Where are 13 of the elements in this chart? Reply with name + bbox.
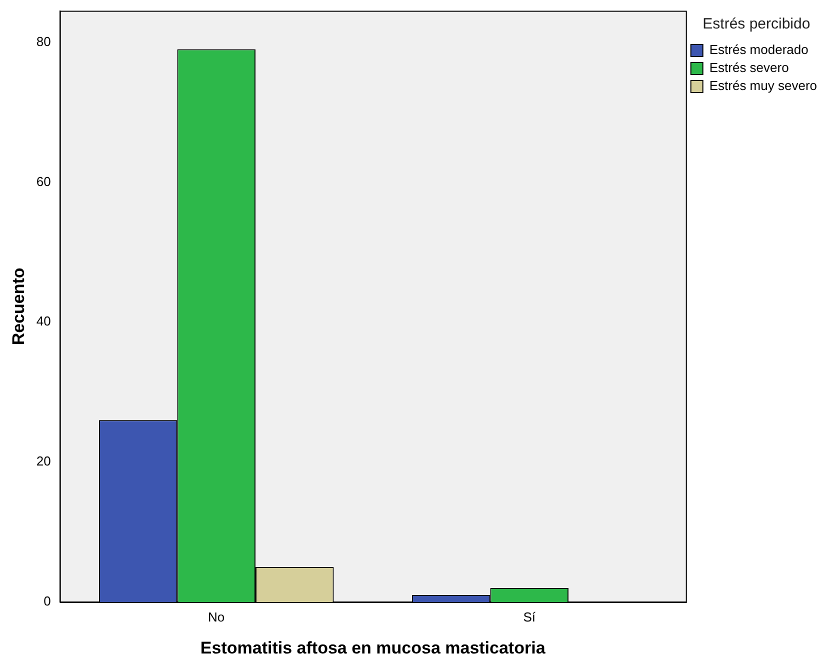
x-tick-label: No xyxy=(208,609,225,624)
legend-label: Estrés muy severo xyxy=(709,78,818,94)
y-tick-label: 60 xyxy=(36,174,51,189)
x-axis-title: Estomatitis aftosa en mucosa masticatoria xyxy=(200,638,546,658)
legend-label: Estrés moderado xyxy=(709,42,808,58)
y-axis-title: Recuento xyxy=(8,268,28,346)
x-tick-label: Sí xyxy=(523,609,536,624)
legend-label: Estrés severo xyxy=(709,60,789,76)
y-tick-label: 0 xyxy=(44,594,51,609)
y-tick-label: 40 xyxy=(36,314,51,329)
legend-title: Estrés percibido xyxy=(702,16,810,33)
y-tick-label: 20 xyxy=(36,454,51,469)
y-tick-label: 80 xyxy=(36,34,51,49)
